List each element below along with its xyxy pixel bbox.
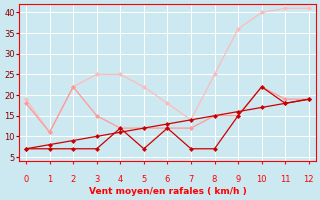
X-axis label: Vent moyen/en rafales ( km/h ): Vent moyen/en rafales ( km/h ) xyxy=(89,187,246,196)
